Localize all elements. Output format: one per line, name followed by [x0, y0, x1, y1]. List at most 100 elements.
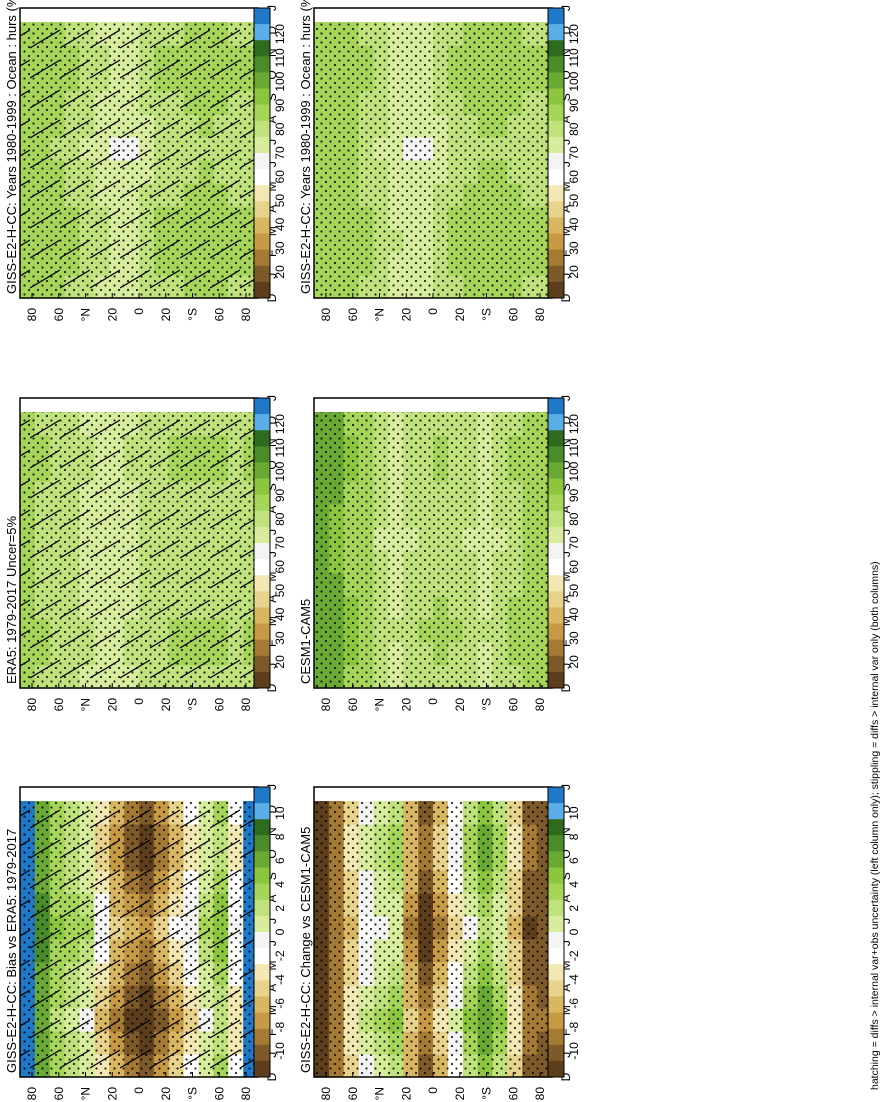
lat-label: 60	[506, 308, 520, 322]
lat-label: 0	[426, 698, 440, 705]
lat-label: 60	[346, 308, 360, 322]
month-label: J	[559, 1052, 573, 1058]
colorbar-swatch	[254, 655, 270, 673]
colorbar-label: 30	[273, 631, 287, 645]
colorbar-swatch	[548, 559, 564, 576]
month-label: J	[265, 139, 279, 145]
lat-label: 80	[319, 698, 333, 712]
colorbar-label: 70	[567, 536, 581, 550]
month-label: D	[265, 416, 279, 425]
month-label: O	[559, 70, 573, 79]
month-label: J	[559, 940, 573, 946]
colorbar-swatch	[254, 543, 270, 560]
colorbar-label: 110	[567, 48, 581, 67]
colorbar-label: -2	[567, 950, 581, 961]
lat-label: °S	[480, 698, 494, 711]
colorbar-label: -4	[567, 974, 581, 985]
month-label: J	[265, 918, 279, 924]
colorbar-label: -8	[567, 1021, 581, 1032]
lat-label: 60	[506, 1087, 520, 1101]
month-label: D	[559, 293, 573, 302]
colorbar-label: 20	[273, 265, 287, 279]
lat-label: 20	[453, 1087, 467, 1101]
colorbar-swatch	[548, 8, 564, 25]
hatching-overlay	[20, 412, 258, 688]
lat-label: °S	[186, 308, 200, 321]
month-label: M	[559, 616, 573, 626]
colorbar-label: 70	[273, 146, 287, 160]
month-label: J	[559, 551, 573, 557]
colorbar-swatch	[254, 201, 270, 218]
lat-label: 20	[105, 698, 119, 712]
colorbar-label: -6	[567, 998, 581, 1009]
lat-label: 20	[453, 698, 467, 712]
colorbar-swatch	[548, 249, 564, 267]
colorbar-swatch	[254, 8, 270, 25]
colorbar-label: 0	[567, 928, 581, 935]
lat-label: 20	[159, 1087, 173, 1101]
colorbar-label: 20	[567, 265, 581, 279]
month-label: J	[559, 273, 573, 279]
month-label: S	[559, 483, 573, 491]
plot-margin	[314, 8, 552, 22]
month-label: A	[265, 895, 279, 903]
month-label: A	[559, 895, 573, 903]
colorbar-label: 0	[273, 928, 287, 935]
lat-label: 60	[52, 698, 66, 712]
colorbar-swatch	[254, 40, 270, 57]
colorbar-label: 70	[273, 536, 287, 550]
colorbar-swatch	[254, 1012, 270, 1030]
month-label: D	[559, 26, 573, 35]
colorbar-swatch	[254, 623, 270, 641]
month-label: M	[265, 1005, 279, 1015]
colorbar-swatch	[254, 835, 270, 852]
colorbar-label: 2	[567, 905, 581, 912]
colorbar-label: 100	[273, 461, 287, 481]
lat-label: 60	[52, 308, 66, 322]
hatching-overlay	[20, 22, 258, 298]
colorbar-label: 20	[273, 655, 287, 669]
lat-label: 60	[212, 698, 226, 712]
month-label: J	[265, 161, 279, 167]
month-label: J	[559, 663, 573, 669]
lat-label: 80	[25, 308, 39, 322]
month-label: J	[265, 663, 279, 669]
month-label: D	[265, 683, 279, 692]
colorbar-swatch	[548, 948, 564, 965]
colorbar-label: 8	[273, 833, 287, 840]
colorbar-swatch	[548, 964, 564, 981]
colorbar-swatch	[548, 543, 564, 560]
colorbar-swatch	[548, 104, 564, 122]
colorbar-swatch	[548, 851, 564, 869]
colorbar-swatch	[254, 591, 270, 608]
month-label: S	[559, 872, 573, 880]
month-label: M	[559, 571, 573, 581]
colorbar-swatch	[548, 24, 564, 41]
month-label: O	[559, 849, 573, 858]
heatmap-panel-1: D J F M A M J J A S O N D J 80 60 °N 20 0 20 °S 60 80 GISS-E2-H…	[4, 0, 287, 321]
lat-label: 60	[506, 698, 520, 712]
month-label: S	[265, 483, 279, 491]
month-label: D	[265, 1072, 279, 1081]
lat-label: °N	[79, 698, 93, 711]
colorbar-label: 10	[273, 806, 287, 820]
month-label: N	[265, 438, 279, 447]
panel-title: CESM1-CAM5	[298, 599, 313, 684]
month-label: D	[559, 416, 573, 425]
colorbar-swatch	[548, 40, 564, 57]
lat-label: °S	[186, 1087, 200, 1100]
lat-label: 80	[533, 308, 547, 322]
colorbar-swatch	[548, 72, 564, 90]
colorbar-label: 50	[273, 584, 287, 598]
month-label: S	[265, 872, 279, 880]
colorbar-swatch	[254, 153, 270, 170]
colorbar-swatch	[254, 414, 270, 431]
month-label: O	[265, 460, 279, 469]
colorbar-swatch	[548, 915, 564, 933]
lat-label: °N	[373, 698, 387, 711]
colorbar-label: 50	[567, 194, 581, 208]
month-label: D	[559, 805, 573, 814]
colorbar-label: 4	[567, 881, 581, 888]
colorbar-swatch	[548, 1012, 564, 1030]
month-label: A	[559, 205, 573, 213]
